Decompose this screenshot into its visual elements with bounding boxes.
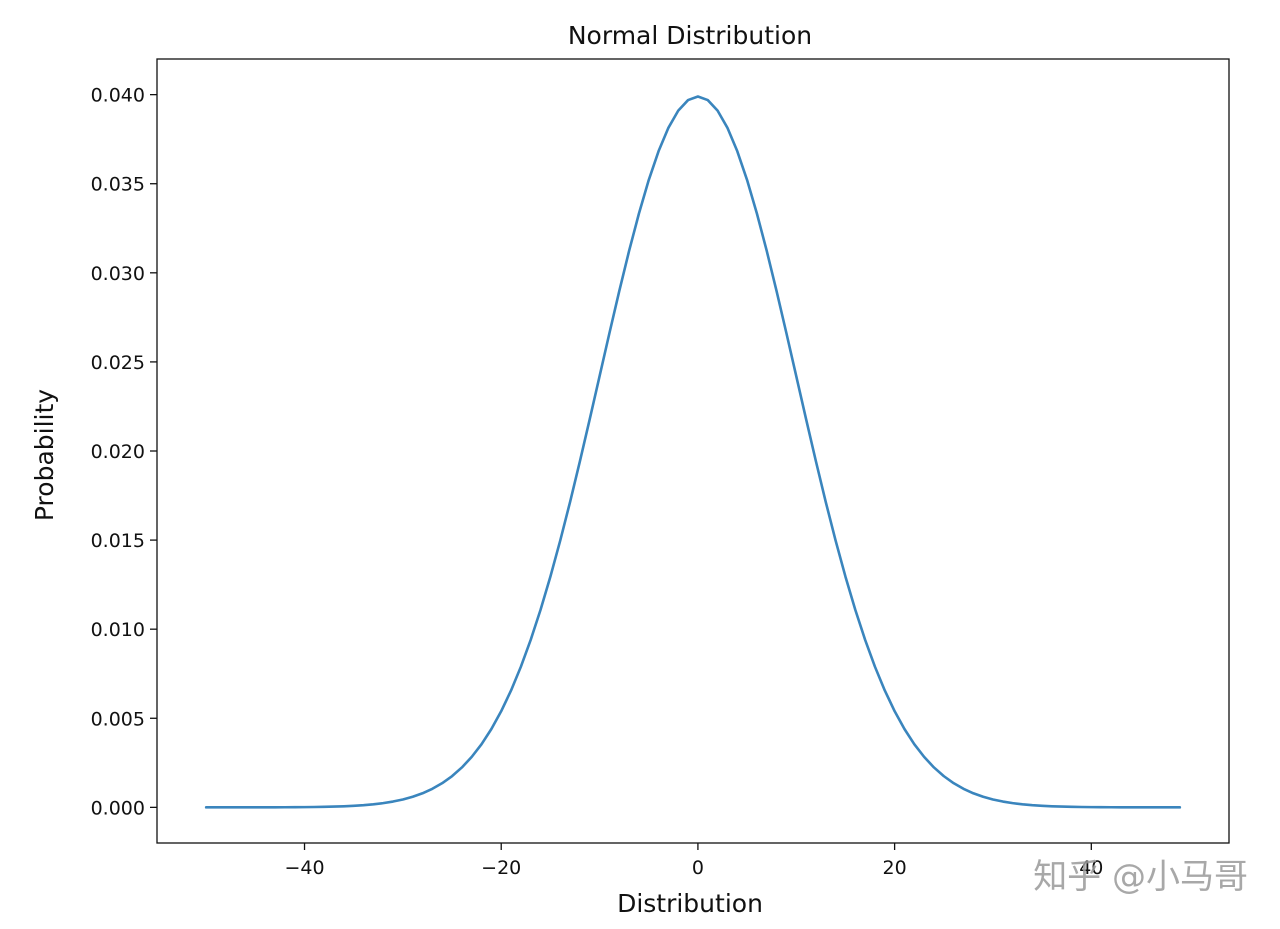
x-tick-label: 20 <box>883 857 907 879</box>
y-tick-label: 0.015 <box>91 530 145 552</box>
y-tick-label: 0.035 <box>91 174 145 196</box>
plot-area: −40 −20 0 20 40 0.000 0.005 0.010 0.015 0.020 0.02… <box>91 58 1230 879</box>
x-tick-label: 40 <box>1079 857 1103 879</box>
y-axis-label: Probability <box>30 389 59 521</box>
y-tick-label: 0.010 <box>91 619 145 641</box>
y-tick-label: 0.030 <box>91 263 145 285</box>
x-tick-label: −40 <box>284 857 324 879</box>
y-tick-label: 0.040 <box>91 85 145 107</box>
y-tick-label: 0.020 <box>91 441 145 463</box>
x-tick-label: −20 <box>481 857 521 879</box>
x-axis-label: Distribution <box>617 889 763 918</box>
y-tick-label: 0.025 <box>91 352 145 374</box>
watermark-text: 知乎 @小马哥 <box>1033 857 1248 897</box>
y-tick-label: 0.000 <box>91 797 145 819</box>
chart-title: Normal Distribution <box>568 21 812 50</box>
x-tick-label: 0 <box>692 857 704 879</box>
y-tick-label: 0.005 <box>91 708 145 730</box>
series-line-pdf <box>204 95 1182 809</box>
